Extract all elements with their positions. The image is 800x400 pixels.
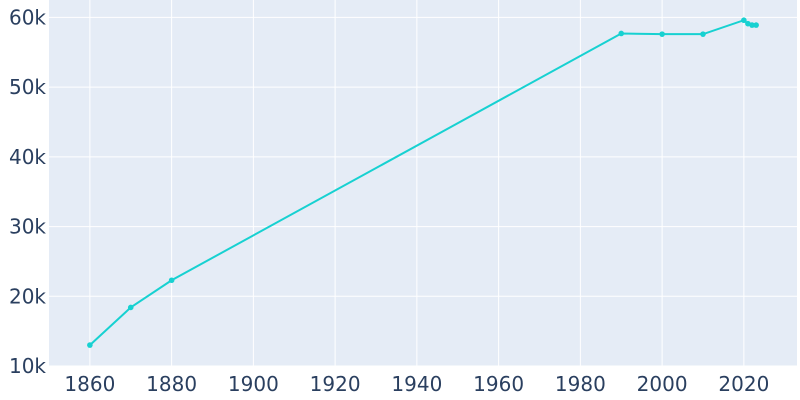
x-gridlines xyxy=(89,0,745,366)
x-tick-label: 1860 xyxy=(64,372,115,396)
y-tick-label: 60k xyxy=(9,5,46,29)
data-point xyxy=(168,277,175,284)
x-tick-label: 1880 xyxy=(146,372,197,396)
plot-area xyxy=(49,0,797,366)
data-point xyxy=(618,30,625,37)
data-point xyxy=(700,31,706,37)
y-tick-label: 30k xyxy=(9,215,46,239)
x-tick-label: 1980 xyxy=(555,372,606,396)
x-tick-label: 1960 xyxy=(473,372,524,396)
data-point xyxy=(753,22,759,28)
data-point xyxy=(127,304,134,311)
y-tick-label: 40k xyxy=(9,145,46,169)
data-point xyxy=(749,22,755,28)
data-point xyxy=(741,17,747,24)
x-tick-label: 2020 xyxy=(718,372,769,396)
x-tick-label: 1940 xyxy=(391,372,442,396)
x-tick-label: 1900 xyxy=(228,372,279,396)
y-tick-label: 20k xyxy=(9,284,46,308)
y-axis-tick-labels: 10k 20k 30k 40k 50k 60k xyxy=(9,5,46,378)
x-axis-tick-labels: 1860 1880 1900 1920 1940 1960 1980 2000 2020 xyxy=(64,372,769,396)
y-tick-label: 10k xyxy=(9,354,46,378)
data-point xyxy=(87,342,93,348)
points-layer xyxy=(87,17,759,348)
y-tick-label: 50k xyxy=(9,75,46,99)
x-tick-label: 1920 xyxy=(310,372,361,396)
y-gridlines xyxy=(49,16,797,367)
data-point xyxy=(659,31,665,37)
x-tick-label: 2000 xyxy=(637,372,688,396)
